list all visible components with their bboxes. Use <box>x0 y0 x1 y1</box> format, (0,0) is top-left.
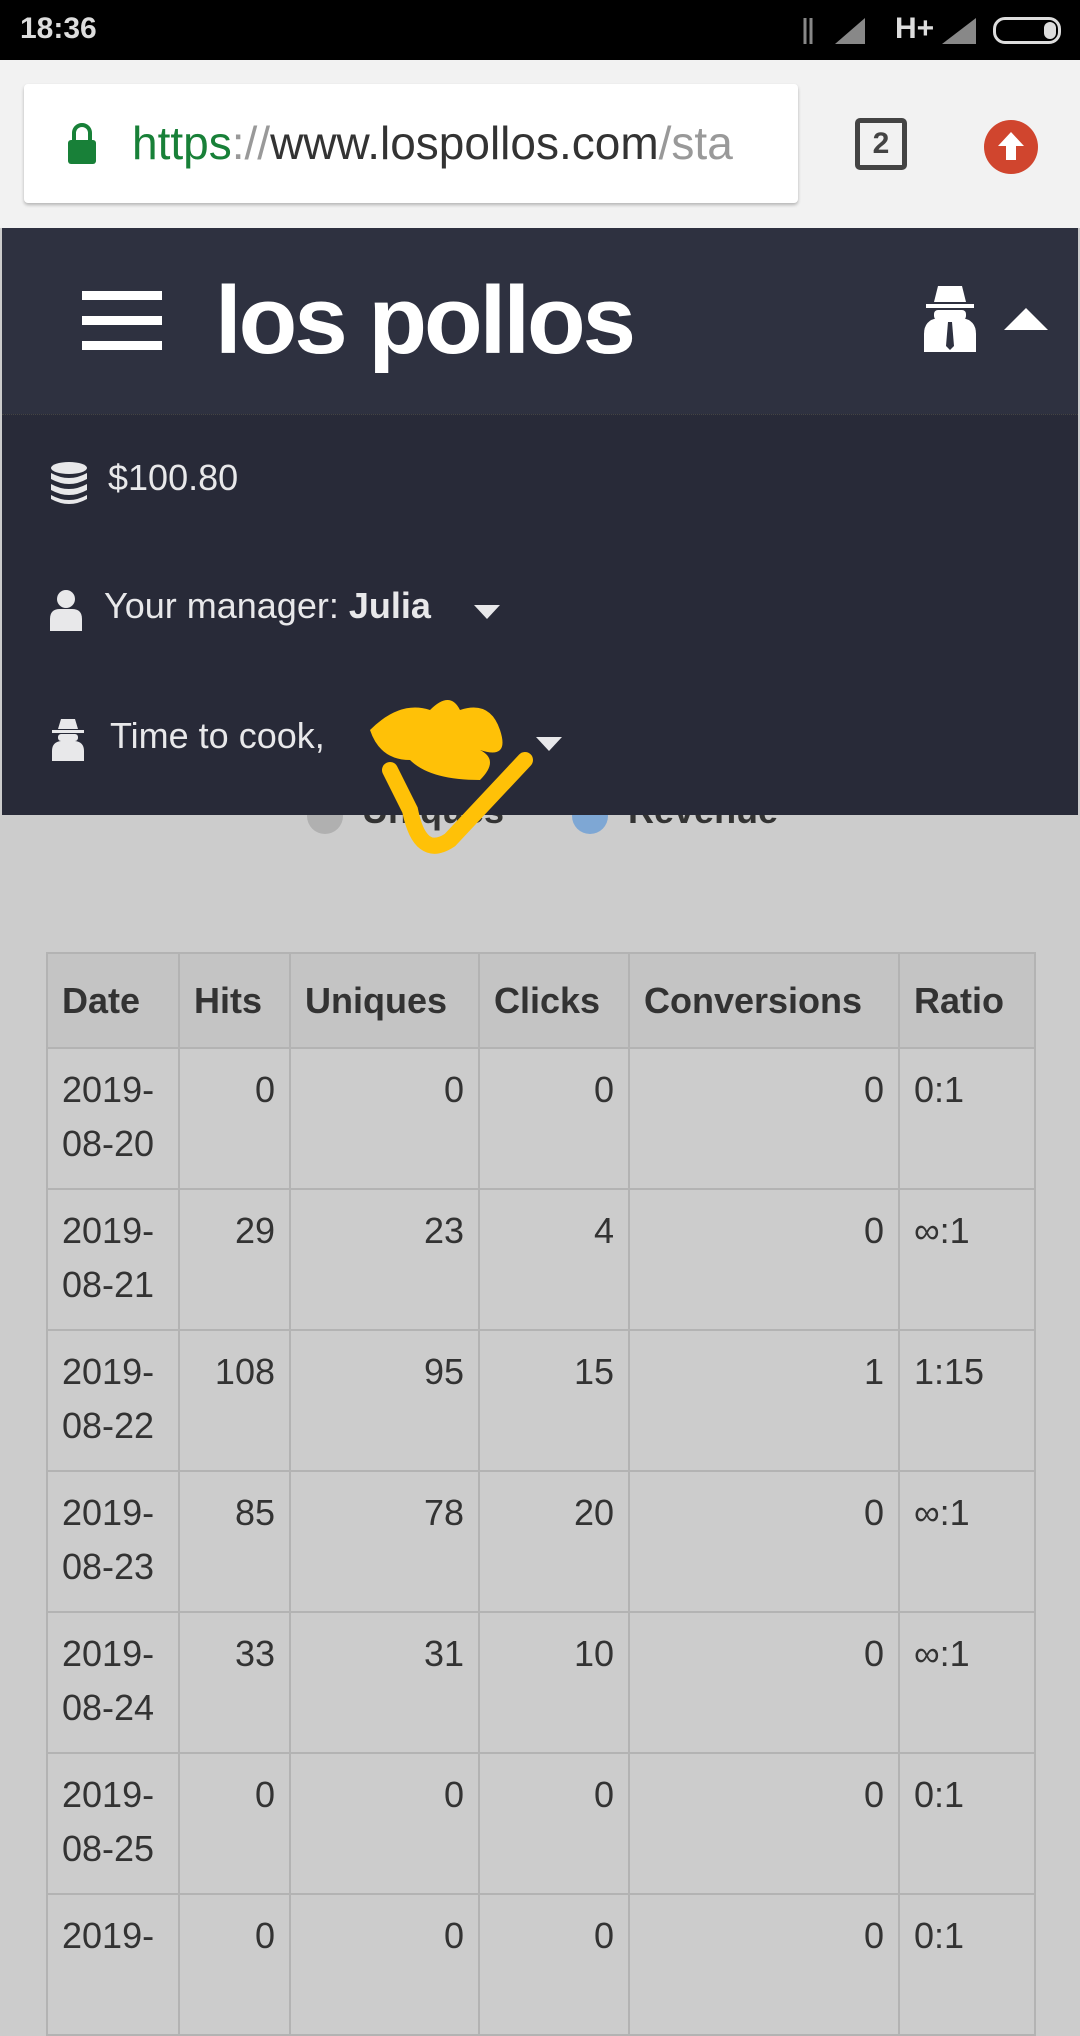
cell-hits: 33 <box>178 1611 291 1754</box>
cell-hits: 29 <box>178 1188 291 1331</box>
status-bar: 18:36 H+ <box>0 0 1080 60</box>
signal-icon <box>803 18 865 44</box>
chevron-down-icon <box>536 737 562 751</box>
cell-uniques: 23 <box>289 1188 480 1331</box>
cell-conversions: 1 <box>628 1329 900 1472</box>
clock: 18:36 <box>20 12 97 45</box>
chevron-down-icon <box>474 605 500 619</box>
account-dropdown[interactable]: Time to cook, <box>50 705 570 775</box>
table-row: 2019- 08-21 29 23 4 0 ∞:1 <box>46 1188 1036 1331</box>
cell-clicks: 0 <box>478 1047 630 1190</box>
cell-date: 2019- 08-22 <box>46 1329 180 1472</box>
signal-icon <box>942 18 976 44</box>
manager-dropdown[interactable]: Your manager: Julia <box>50 575 530 645</box>
table-row: 2019- 08-20 0 0 0 0 0:1 <box>46 1047 1036 1190</box>
spy-icon <box>52 719 84 761</box>
user-menu: $100.80 Your manager: Julia Time to cook… <box>2 414 1078 815</box>
cell-ratio: 1:15 <box>898 1329 1036 1472</box>
column-header-uniques[interactable]: Uniques <box>289 952 480 1049</box>
cell-uniques: 0 <box>289 1752 480 1895</box>
address-bar[interactable]: https://www.lospollos.com/sta <box>24 84 798 203</box>
balance: $100.80 <box>108 457 239 498</box>
cell-date: 2019- 08-23 <box>46 1470 180 1613</box>
column-header-date[interactable]: Date <box>46 952 180 1049</box>
cell-date: 2019- 08-21 <box>46 1188 180 1331</box>
collapse-arrow-icon[interactable] <box>1004 308 1048 332</box>
cell-conversions: 0 <box>628 1752 900 1895</box>
cell-ratio: ∞:1 <box>898 1188 1036 1331</box>
greeting: Time to cook, <box>110 715 325 756</box>
arrow-up-icon <box>998 132 1024 160</box>
logo[interactable]: los pollos <box>215 267 636 374</box>
site-header: los pollos <box>2 228 1078 414</box>
browser-toolbar: https://www.lospollos.com/sta 2 <box>0 60 1080 228</box>
cell-conversions: 0 <box>628 1047 900 1190</box>
cell-date: 2019- 08-25 <box>46 1752 180 1895</box>
cell-clicks: 4 <box>478 1188 630 1331</box>
url-text: https://www.lospollos.com/sta <box>132 117 733 169</box>
update-button[interactable] <box>984 120 1038 174</box>
column-header-clicks[interactable]: Clicks <box>478 952 630 1049</box>
manager-name: Julia <box>348 585 431 626</box>
column-header-hits[interactable]: Hits <box>178 952 291 1049</box>
cell-conversions: 0 <box>628 1188 900 1331</box>
table-row: 2019- 08-23 85 78 20 0 ∞:1 <box>46 1470 1036 1613</box>
cell-uniques: 31 <box>289 1611 480 1754</box>
cell-date: 2019- 08-24 <box>46 1611 180 1754</box>
table-row: 2019- 08-25 0 0 0 0 0:1 <box>46 1752 1036 1895</box>
cell-conversions: 0 <box>628 1893 900 2036</box>
coins-icon <box>51 462 87 504</box>
lock-icon <box>68 123 96 164</box>
manager-label: Your manager: <box>104 585 339 626</box>
cell-hits: 0 <box>178 1893 291 2036</box>
column-header-ratio[interactable]: Ratio <box>898 952 1036 1049</box>
table-row: 2019- 0 0 0 0 0:1 <box>46 1893 1036 2036</box>
table-row: 2019- 08-22 108 95 15 1 1:15 <box>46 1329 1036 1472</box>
spy-icon[interactable] <box>920 282 980 354</box>
tab-switcher-button[interactable]: 2 <box>855 118 907 170</box>
stats-table: Date Hits Uniques Clicks Conversions Ratio 20… <box>46 952 1036 2036</box>
column-header-conversions[interactable]: Conversions <box>628 952 900 1049</box>
hamburger-menu-button[interactable] <box>62 286 172 366</box>
cell-conversions: 0 <box>628 1470 900 1613</box>
cell-clicks: 10 <box>478 1611 630 1754</box>
cell-hits: 0 <box>178 1047 291 1190</box>
cell-conversions: 0 <box>628 1611 900 1754</box>
cell-clicks: 0 <box>478 1752 630 1895</box>
cell-date: 2019- 08-20 <box>46 1047 180 1190</box>
scribble-redaction <box>370 700 533 854</box>
table-header-row: Date Hits Uniques Clicks Conversions Ratio <box>46 952 1036 1049</box>
cell-clicks: 15 <box>478 1329 630 1472</box>
cell-ratio: 0:1 <box>898 1047 1036 1190</box>
table-row: 2019- 08-24 33 31 10 0 ∞:1 <box>46 1611 1036 1754</box>
cell-clicks: 20 <box>478 1470 630 1613</box>
cell-ratio: ∞:1 <box>898 1470 1036 1613</box>
cell-hits: 108 <box>178 1329 291 1472</box>
cell-clicks: 0 <box>478 1893 630 2036</box>
battery-icon <box>993 17 1061 44</box>
user-icon <box>50 590 82 631</box>
cell-ratio: ∞:1 <box>898 1611 1036 1754</box>
network-type: H+ <box>895 12 935 45</box>
cell-ratio: 0:1 <box>898 1893 1036 2036</box>
cell-uniques: 95 <box>289 1329 480 1472</box>
cell-uniques: 78 <box>289 1470 480 1613</box>
cell-uniques: 0 <box>289 1047 480 1190</box>
cell-hits: 85 <box>178 1470 291 1613</box>
cell-ratio: 0:1 <box>898 1752 1036 1895</box>
cell-date: 2019- <box>46 1893 180 2036</box>
cell-hits: 0 <box>178 1752 291 1895</box>
cell-uniques: 0 <box>289 1893 480 2036</box>
